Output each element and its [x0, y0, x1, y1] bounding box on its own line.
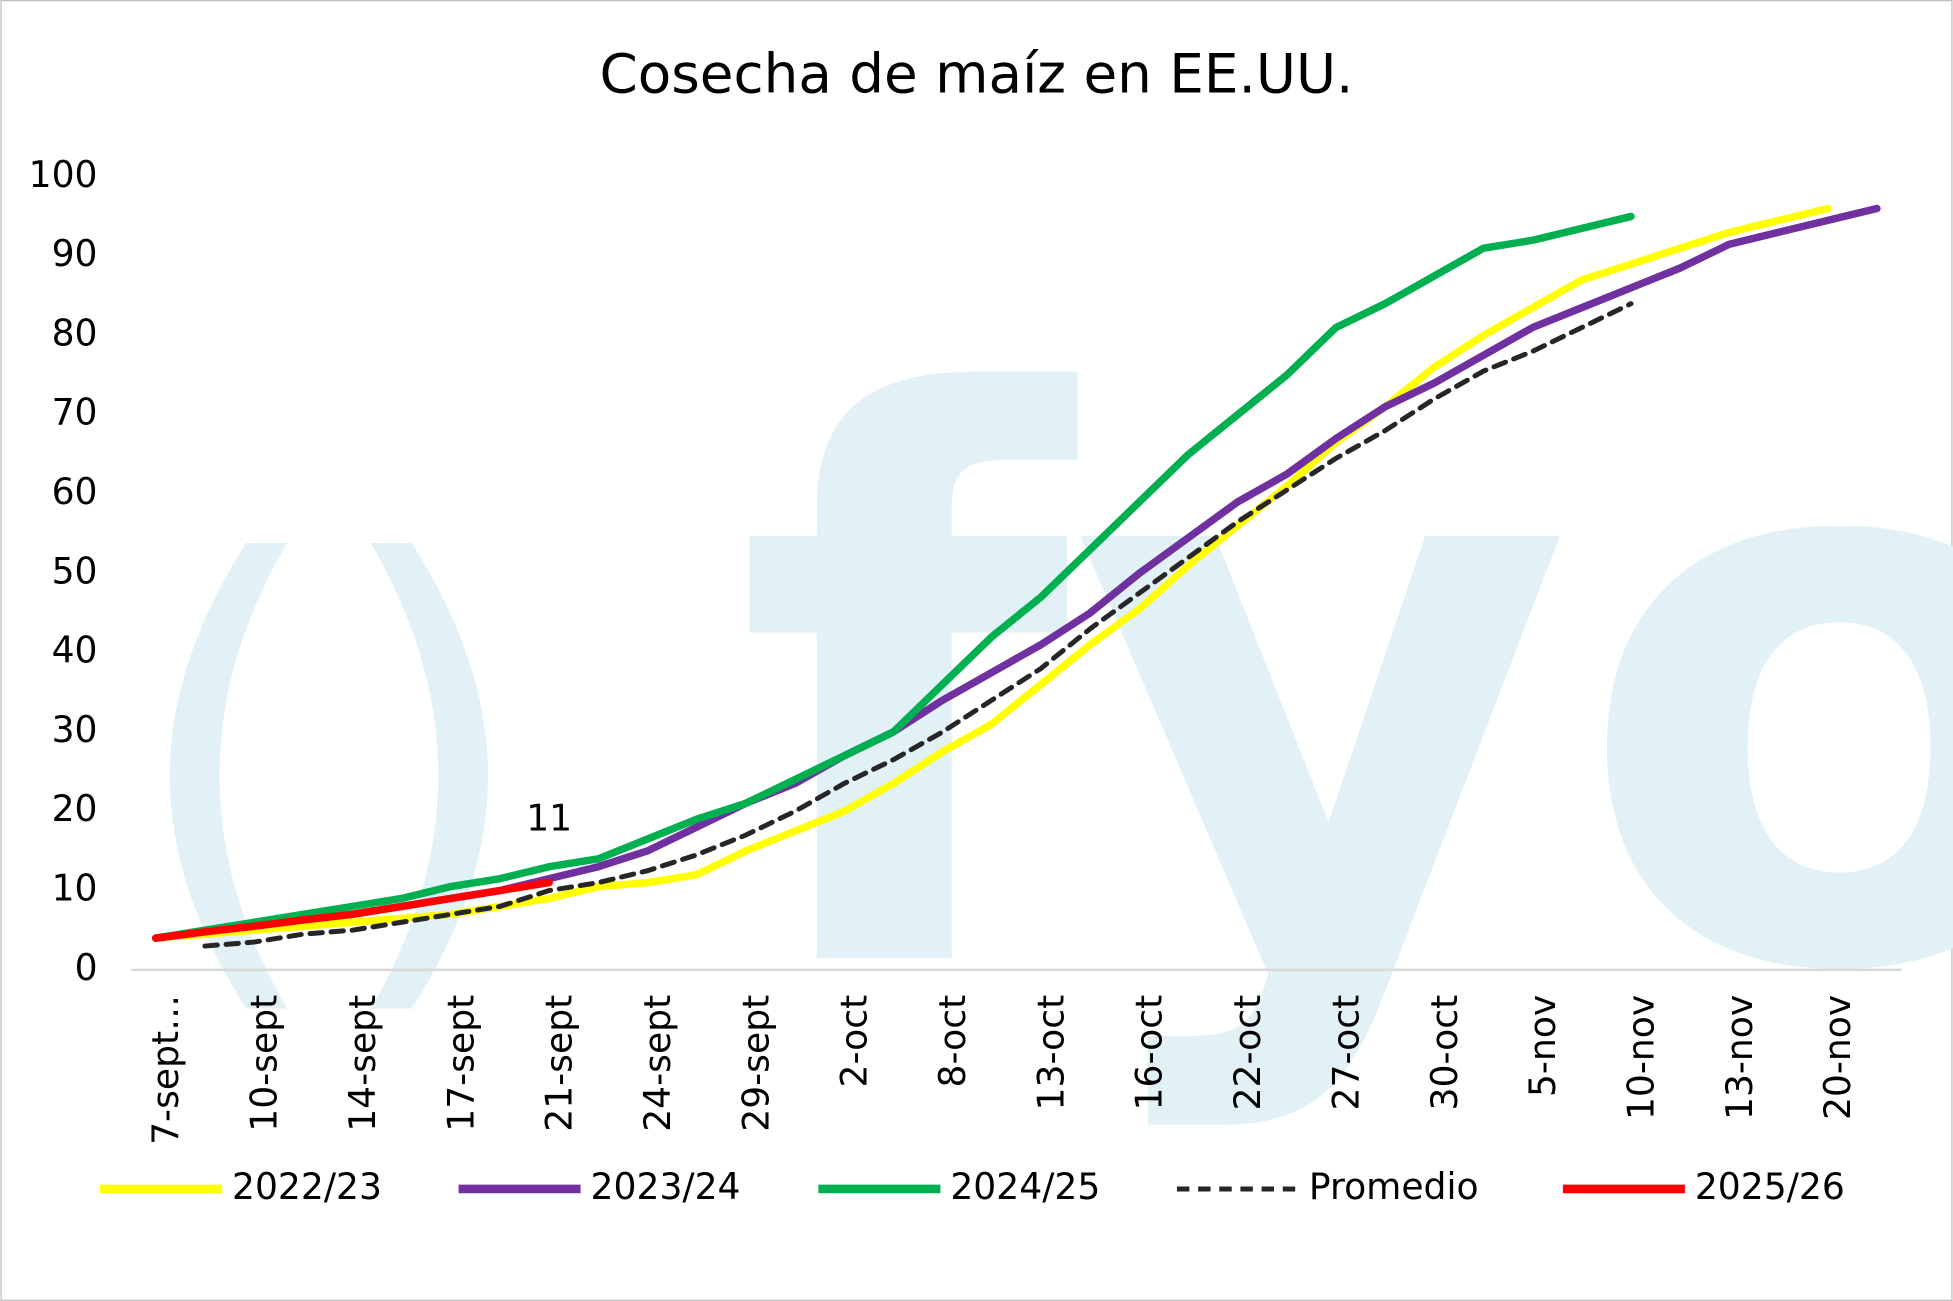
x-tick-label: 24-sept [636, 995, 679, 1132]
x-tick-label: 30-oct [1423, 995, 1466, 1111]
legend-label: 2023/24 [591, 1165, 741, 1208]
x-tick-label: 13-nov [1718, 995, 1761, 1120]
legend-label: 2022/23 [232, 1165, 382, 1208]
x-tick-label: 17-sept [439, 995, 482, 1132]
x-tick-label: 7-sept… [144, 995, 187, 1145]
watermark-paren: () [125, 456, 533, 1064]
y-tick-label: 40 [52, 629, 98, 672]
legend-label: Promedio [1309, 1165, 1479, 1208]
y-tick-label: 80 [52, 311, 98, 354]
x-tick-label: 5-nov [1521, 995, 1564, 1097]
x-tick-label: 16-oct [1128, 995, 1171, 1111]
x-tick-label: 29-sept [734, 995, 777, 1132]
series-line [152, 878, 553, 942]
x-tick-label: 14-sept [341, 995, 384, 1132]
x-tick-label: 20-nov [1816, 995, 1859, 1120]
x-tick-label: 27-oct [1324, 995, 1367, 1111]
x-tick-label: 21-sept [538, 995, 581, 1132]
chart-title: Cosecha de maíz en EE.UU. [600, 41, 1354, 105]
y-tick-label: 0 [75, 946, 98, 989]
y-tick-label: 10 [52, 867, 98, 910]
x-tick-label: 8-oct [931, 995, 974, 1088]
y-tick-label: 30 [52, 708, 98, 751]
x-tick-label: 13-oct [1029, 995, 1072, 1111]
x-tick-label: 22-oct [1226, 995, 1269, 1111]
x-tick-label: 10-nov [1619, 995, 1662, 1120]
x-tick-label: 2-oct [833, 995, 876, 1088]
legend-label: 2025/26 [1695, 1165, 1845, 1208]
x-tick-label: 10-sept [243, 995, 286, 1132]
data-label: 11 [526, 796, 572, 839]
y-tick-label: 70 [52, 391, 98, 434]
legend-label: 2024/25 [950, 1165, 1100, 1208]
series-line [202, 301, 1634, 949]
y-tick-label: 20 [52, 787, 98, 830]
y-tick-label: 90 [52, 232, 98, 275]
y-tick-label: 60 [52, 470, 98, 513]
y-tick-label: 50 [52, 549, 98, 592]
series-line [152, 212, 1635, 942]
y-tick-label: 100 [29, 153, 98, 196]
